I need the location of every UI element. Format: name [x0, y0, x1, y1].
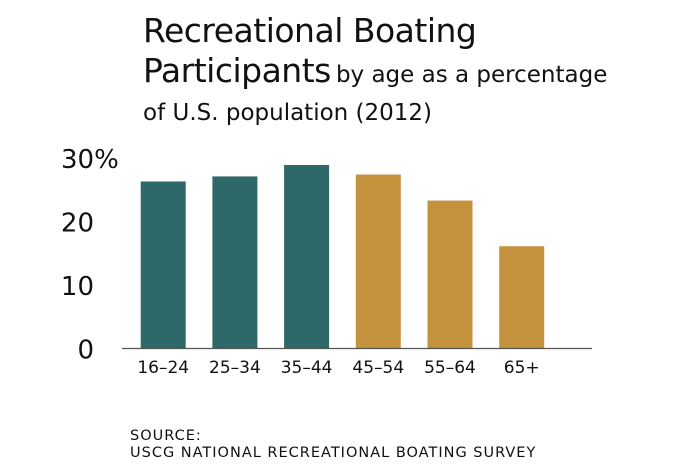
y-tick-label: 30% — [61, 145, 119, 175]
x-tick-label: 35–44 — [281, 358, 333, 378]
bar-65+ — [499, 246, 545, 349]
y-tick-label: 10 — [61, 272, 94, 302]
source-note: SOURCE: USCG NATIONAL RECREATIONAL BOATI… — [130, 428, 536, 462]
source-label: SOURCE: — [130, 428, 202, 444]
chart-title: Recreational Boating — [143, 11, 477, 50]
y-tick-label: 20 — [61, 209, 94, 239]
x-tick-label: 65+ — [504, 358, 540, 378]
x-tick-label: 16–24 — [137, 358, 189, 378]
chart-title-line2: Participants by age as a percentage — [143, 52, 607, 96]
source-text: USCG NATIONAL RECREATIONAL BOATING SURVE… — [130, 445, 537, 461]
bar-35–44 — [284, 164, 330, 349]
bar-16–24 — [140, 181, 186, 349]
x-tick-label: 45–54 — [352, 358, 404, 378]
chart-title-participants: Participants — [143, 51, 331, 90]
chart-subtitle: by age as a percentage — [335, 62, 608, 88]
bar-45–54 — [355, 174, 401, 349]
x-tick-label: 25–34 — [209, 358, 261, 378]
chart-subtitle-line2: of U.S. population (2012) — [143, 100, 433, 126]
y-tick-label: 0 — [77, 336, 94, 366]
bar-55–64 — [427, 200, 473, 349]
bar-25–34 — [212, 176, 258, 349]
x-tick-label: 55–64 — [424, 358, 476, 378]
